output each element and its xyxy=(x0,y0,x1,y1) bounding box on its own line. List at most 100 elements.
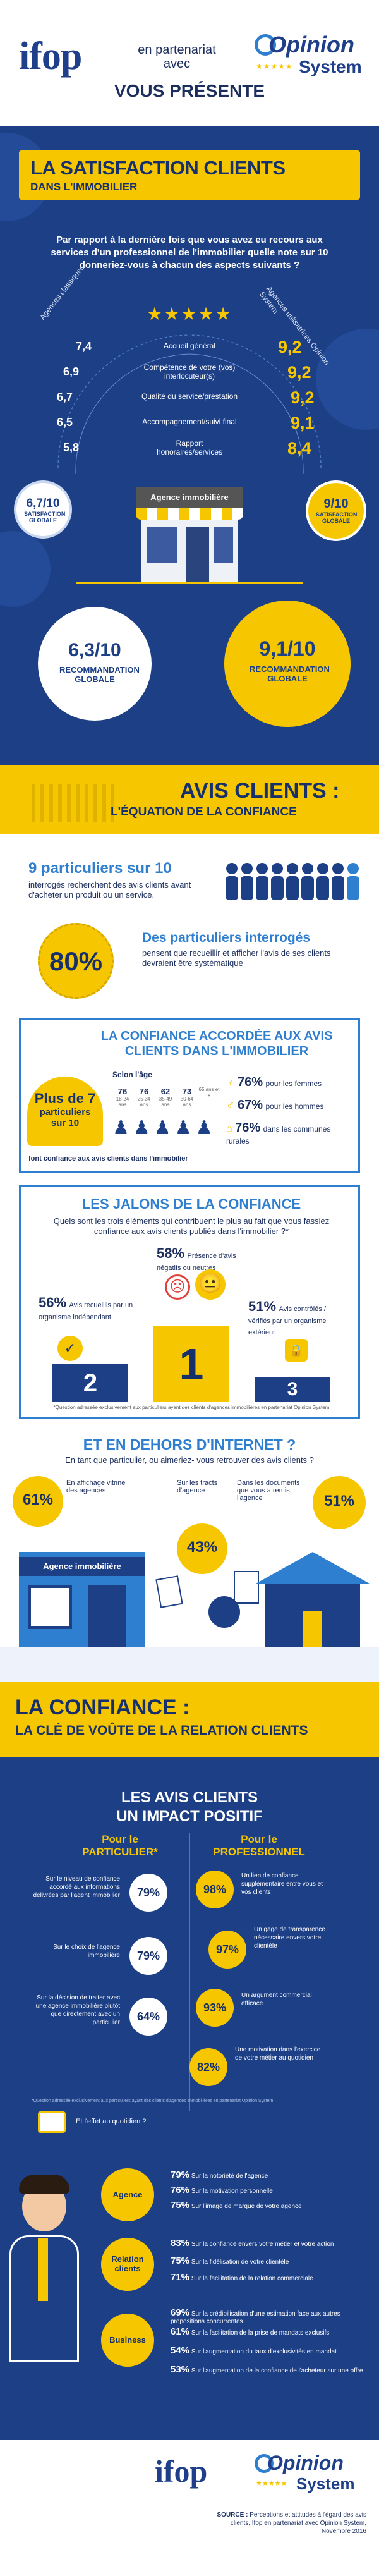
daily-question: Et l'effet au quotidien ? xyxy=(76,2118,147,2125)
cat-row: 76% Sur la motivation personnelle xyxy=(171,2185,373,2195)
cat-row: 69% Sur la crédibilisation d'une estimat… xyxy=(171,2307,373,2325)
sad-face-icon: ☹ xyxy=(165,1274,190,1300)
p61-value: 61% xyxy=(22,1491,54,1508)
rating-row: 6,7 Qualité du service/prestation 9,2 xyxy=(51,386,328,411)
house-door xyxy=(303,1611,322,1647)
confidence-section: LA CONFIANCE : LA CLÉ DE VOÛTE DE LA REL… xyxy=(0,1682,379,2440)
section-title: AVIS CLIENTS : xyxy=(180,779,340,803)
footer-opinion-logo: Opinion ★★★★★ System xyxy=(250,2451,363,2502)
left-rec-score: 6,3/10 xyxy=(68,640,121,661)
left-item-text: Sur le niveau de confiance accordé aux i… xyxy=(33,1876,120,1899)
cat-text: Sur l'augmentation de la confiance de l'… xyxy=(191,2367,363,2374)
right-rec-score: 9,1/10 xyxy=(259,637,316,660)
p51-text: Dans les documents que vous a remis l'ag… xyxy=(237,1479,300,1502)
cat-business: Business 69% Sur la crédibilisation d'un… xyxy=(82,2307,373,2396)
stat-80-text: pensent que recueillir et afficher l'avi… xyxy=(142,948,331,968)
cat-pct: 75% xyxy=(171,2200,190,2211)
p43-value: 43% xyxy=(186,1539,218,1556)
flyer-icon xyxy=(155,1575,183,1608)
presents-title: VOUS PRÉSENTE xyxy=(114,81,265,101)
col-right-line1: Pour le xyxy=(241,1833,277,1845)
cat-text: Sur la confiance envers votre métier et … xyxy=(191,2241,334,2248)
man-illustration xyxy=(6,2175,88,2364)
tablet-icon xyxy=(38,2111,66,2133)
cat-relation-badge: Relation clients xyxy=(101,2238,154,2291)
cat-agence: Agence 79% Sur la notoriété de l'agence … xyxy=(82,2168,373,2238)
podium-1: 1 xyxy=(153,1326,229,1402)
plus7-c: sur 10 xyxy=(51,1118,80,1128)
shop-stripes xyxy=(136,508,243,520)
documents-icon xyxy=(234,1571,259,1604)
footer: ifop Opinion ★★★★★ System SOURCE : Perce… xyxy=(0,2440,379,2576)
footer-opinion-text: Opinion xyxy=(267,2451,344,2474)
stat-head: 9 particuliers sur 10 xyxy=(28,860,172,877)
logo-check-icon xyxy=(255,34,276,56)
left-item-pct: 79% xyxy=(129,1874,167,1912)
cat-pct: 75% xyxy=(171,2256,190,2266)
plus7-b: particuliers xyxy=(39,1107,91,1118)
logo-stars: ★★★★★ xyxy=(256,62,293,71)
section-title-band: AVIS CLIENTS : L'ÉQUATION DE LA CONFIANC… xyxy=(0,765,379,834)
trust-title: LA CONFIANCE ACCORDÉE AUX AVIS CLIENTS D… xyxy=(100,1029,333,1058)
section-title-band: LA SATISFACTION CLIENTS DANS L'IMMOBILIE… xyxy=(19,150,360,200)
cat-row: 53% Sur l'augmentation de la confiance d… xyxy=(171,2364,373,2375)
rating-right: 9,2 xyxy=(291,388,315,407)
cat-pct: 54% xyxy=(171,2345,190,2356)
col-left-line1: Pour le xyxy=(102,1833,138,1845)
left-item-pct: 79% xyxy=(129,1937,167,1975)
age-label: 18-24 ans xyxy=(116,1096,129,1108)
gender-label: pour les femmes xyxy=(265,1079,322,1088)
age-col: 76 18-24 ans xyxy=(112,1087,133,1108)
jalons-title: LES JALONS DE LA CONFIANCE xyxy=(81,1196,301,1212)
right-global-score: 9/10 xyxy=(323,497,349,511)
col-left-head: Pour le PARTICULIER* xyxy=(69,1833,171,1859)
rating-right: 8,4 xyxy=(287,439,311,458)
gender-label: dans les communes rurales xyxy=(226,1125,331,1145)
shop-door xyxy=(186,527,209,582)
title-stripes xyxy=(32,784,114,822)
opinion-text: Opinion xyxy=(268,32,354,58)
man-hair xyxy=(19,2175,69,2194)
cat-row: 83% Sur la confiance envers votre métier… xyxy=(171,2238,373,2249)
cat-row: 75% Sur la fidélisation de votre clientè… xyxy=(171,2256,373,2266)
age-people-icon: ♟♟♟♟♟ xyxy=(112,1118,217,1138)
rating-left: 6,9 xyxy=(63,365,80,378)
cat-relation: Relation clients 83% Sur la confiance en… xyxy=(82,2238,373,2307)
age-pct: 76 xyxy=(139,1087,149,1096)
agency-shop: Agence immobilière xyxy=(136,487,243,582)
left-item-text: Sur la décision de traiter avec une agen… xyxy=(35,1994,120,2026)
agency-window xyxy=(28,1585,72,1629)
rating-right: 9,1 xyxy=(291,413,315,432)
arc-graphic xyxy=(57,334,322,475)
age-label: 35-49 ans xyxy=(159,1096,172,1108)
age-pct: 76 xyxy=(117,1087,128,1096)
left-item: Sur la décision de traiter avec une agen… xyxy=(25,1991,183,2054)
age-col: 76 25-34 ans xyxy=(134,1087,154,1108)
age-pct: 62 xyxy=(160,1087,171,1096)
right-item-pct: 97% xyxy=(208,1931,246,1969)
left-item: Sur le choix de l'agence immobilière 79% xyxy=(25,1934,183,1985)
people-icons xyxy=(224,860,363,904)
header: ifop en partenariat avec VOUS PRÉSENTE O… xyxy=(0,0,379,126)
agency-building: Agence immobilière xyxy=(19,1552,145,1647)
j51-block: 51% Avis contrôlés / vérifiés par un org… xyxy=(248,1298,349,1338)
rating-label: Qualité du service/prestation xyxy=(141,392,238,401)
cat-text: Sur la crédibilisation d'une estimation … xyxy=(171,2310,340,2325)
section-subtitle: LA CLÉ DE VOÛTE DE LA RELATION CLIENTS xyxy=(15,1723,308,1738)
age-title: Selon l'âge xyxy=(112,1070,152,1079)
rating-row: 5,8 Rapport honoraires/services 8,4 xyxy=(51,436,328,464)
stat-80-value: 80% xyxy=(49,946,103,976)
rating-left: 6,5 xyxy=(57,416,73,429)
impact-divider xyxy=(189,1833,190,2111)
cat-pct: 76% xyxy=(171,2185,190,2195)
right-item: 82% Une motivation dans l'exercice de vo… xyxy=(190,2042,366,2092)
left-item: Sur le niveau de confiance accordé aux i… xyxy=(25,1871,183,1922)
cat-text: Sur la fidélisation de votre clientèle xyxy=(191,2259,289,2266)
cat-text: Sur l'image de marque de votre agence xyxy=(191,2203,302,2210)
rating-label: Compétence de votre (vos) interlocuteur(… xyxy=(143,363,236,381)
j58-block: 58% Présence d'avis négatifs ou neutres xyxy=(157,1245,258,1273)
right-item-pct: 93% xyxy=(196,1989,234,2027)
p51-value: 51% xyxy=(323,1492,355,1510)
trust-foot: font confiance aux avis clients dans l'i… xyxy=(28,1155,188,1163)
stat-80-text-block: Des particuliers interrogés pensent que … xyxy=(142,931,357,968)
